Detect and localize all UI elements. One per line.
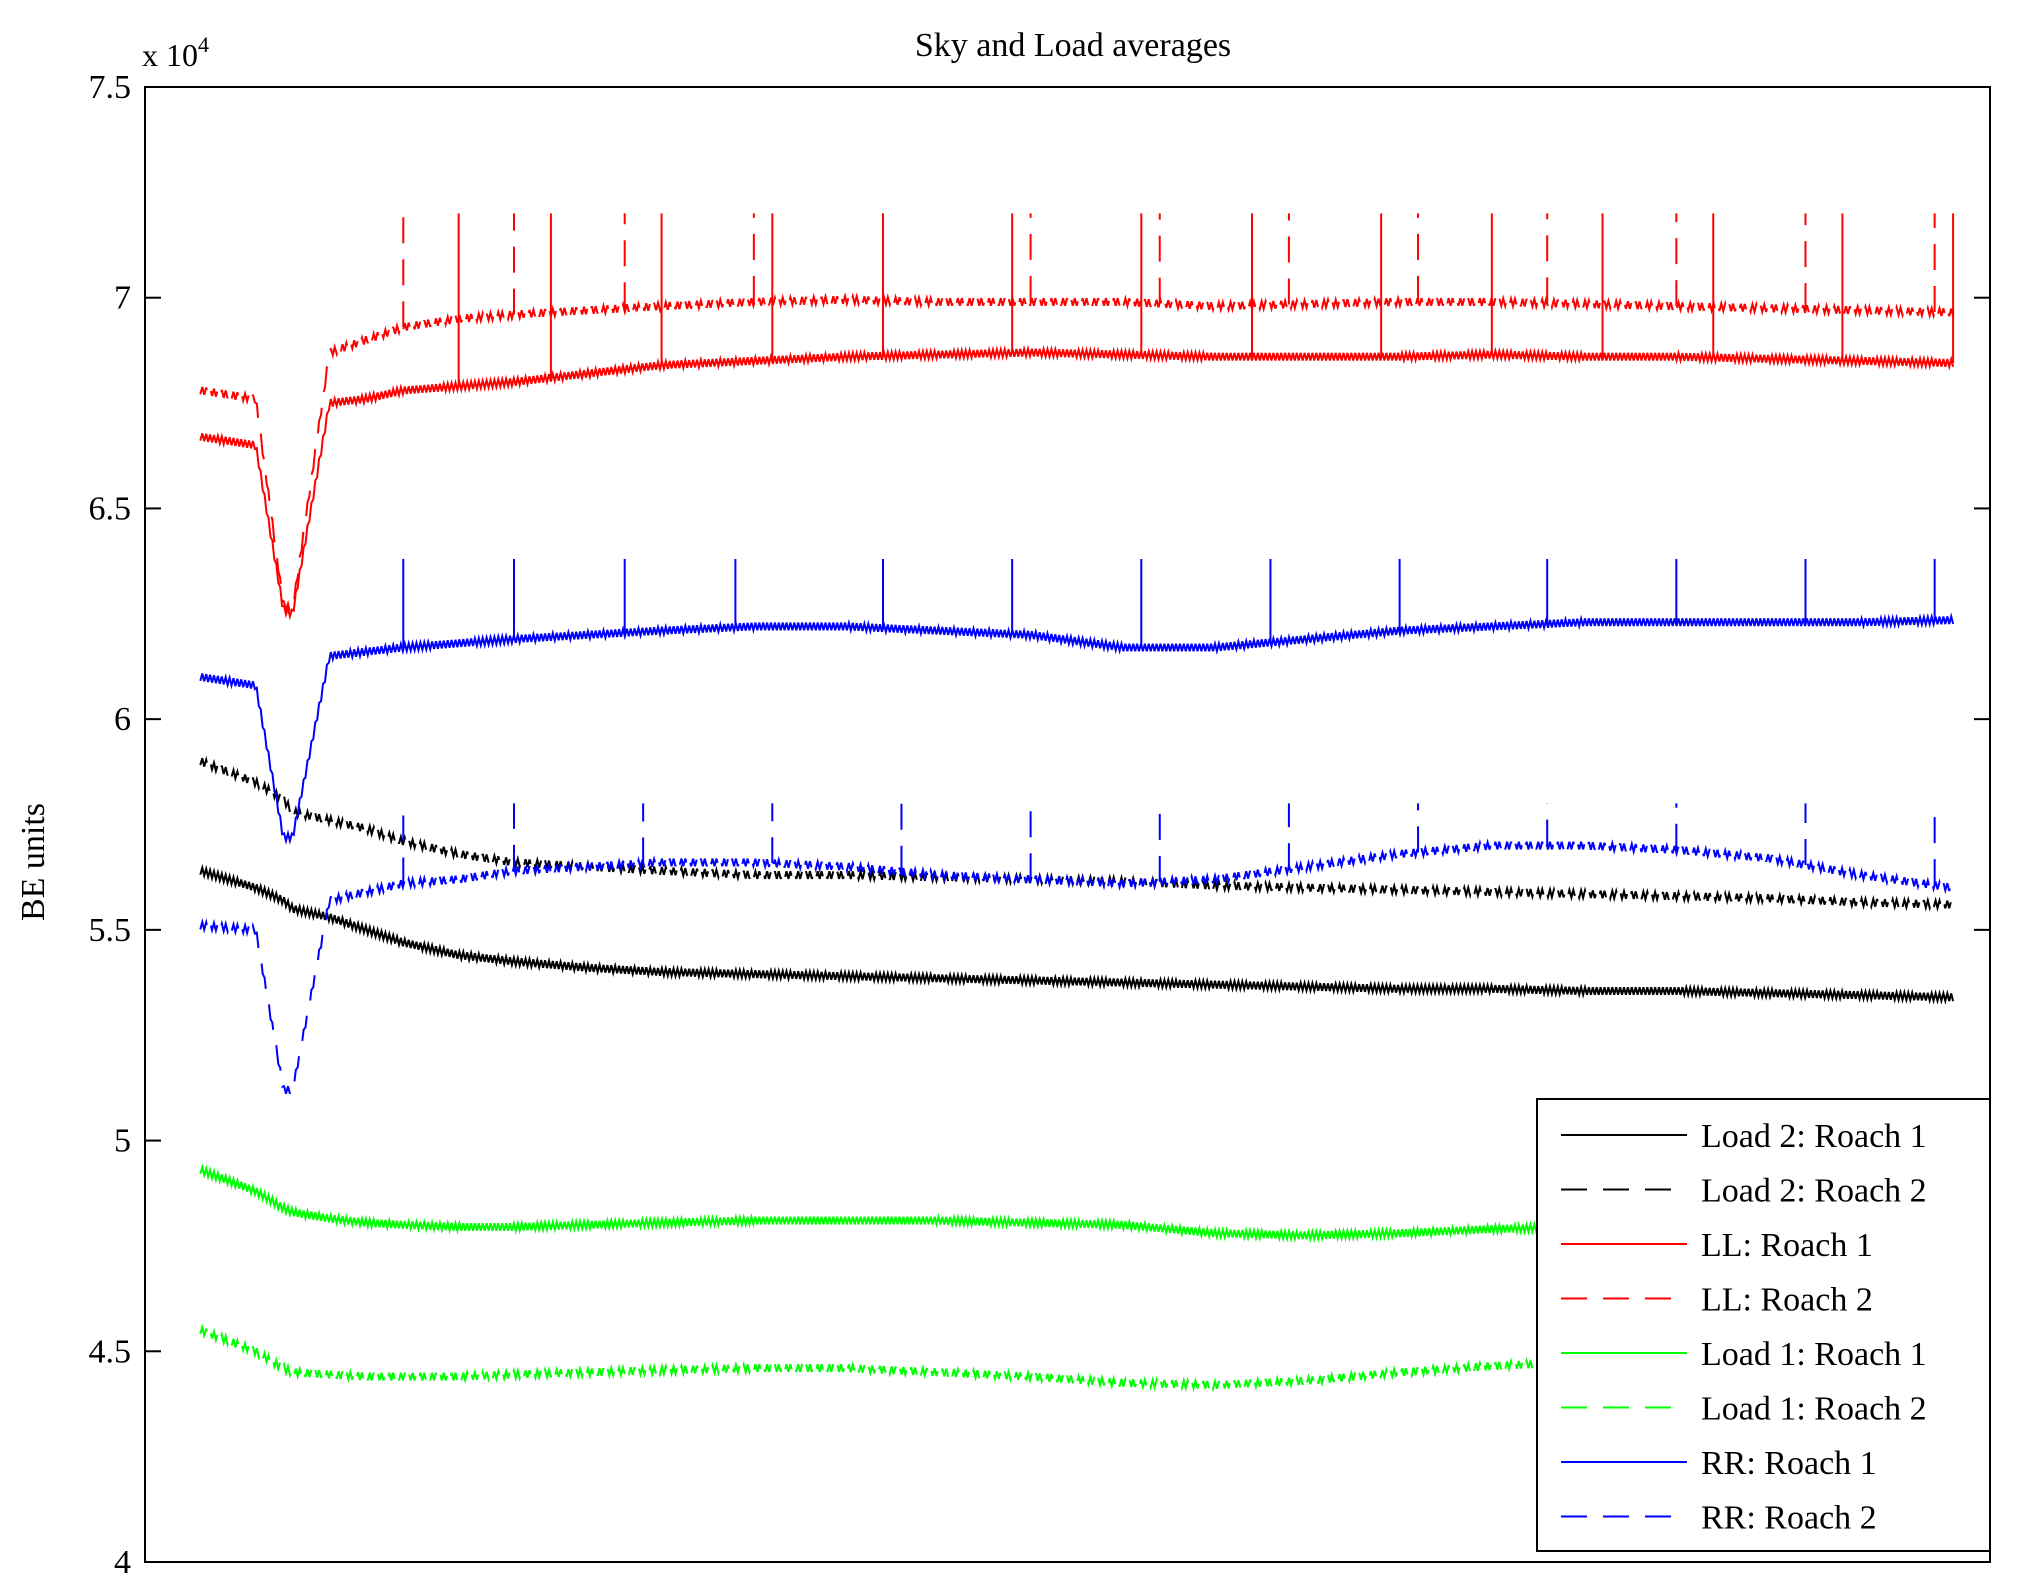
series-line: [199, 612, 1955, 845]
y-tick-label: 7: [114, 280, 131, 317]
legend-label: Load 1: Roach 2: [1701, 1391, 1927, 1428]
series-line: [199, 344, 1955, 621]
y-axis-multiplier-base: x 10: [142, 37, 198, 73]
y-tick-label: 7.5: [89, 69, 132, 106]
series-line: [199, 838, 1955, 1095]
series-line: [199, 863, 1955, 1005]
legend-label: RR: Roach 1: [1701, 1445, 1877, 1482]
legend-label: Load 2: Roach 1: [1701, 1118, 1927, 1155]
y-axis-label: BE units: [15, 803, 52, 921]
y-tick-label: 6.5: [89, 490, 132, 527]
y-axis-multiplier: x 104: [142, 32, 209, 73]
series-line: [199, 292, 1955, 617]
y-tick-label: 6: [114, 701, 131, 738]
legend-label: LL: Roach 2: [1701, 1282, 1873, 1319]
legend-label: RR: Roach 2: [1701, 1500, 1877, 1537]
y-axis-ticks: 4 4.5 5 5.5 6 6.5 7 7.5: [89, 69, 1990, 1581]
legend-label: Load 1: Roach 1: [1701, 1336, 1927, 1373]
plot-frame: [144, 86, 1991, 1563]
y-tick-label: 5.5: [89, 912, 132, 949]
y-axis-multiplier-exponent: 4: [198, 32, 209, 57]
y-tick-label: 4: [114, 1544, 131, 1581]
legend-box: [1536, 1098, 1991, 1552]
legend-label: Load 2: Roach 2: [1701, 1173, 1927, 1210]
y-tick-label: 4.5: [89, 1333, 132, 1370]
y-tick-label: 5: [114, 1123, 131, 1160]
legend: Load 2: Roach 1 Load 2: Roach 2 LL: Roach …: [1536, 1098, 1991, 1552]
legend-label: LL: Roach 1: [1701, 1227, 1873, 1264]
chart-title: Sky and Load averages: [915, 27, 1231, 64]
